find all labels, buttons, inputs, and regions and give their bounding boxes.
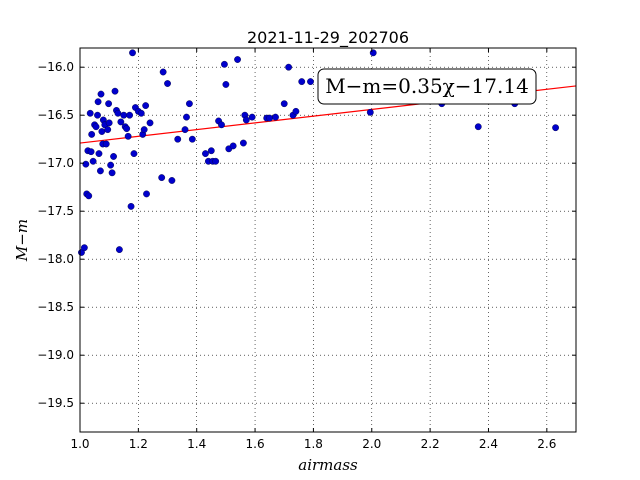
x-axis-label: airmass — [298, 456, 358, 474]
y-tick-label: −19.0 — [37, 348, 74, 362]
data-point — [292, 107, 300, 115]
data-point — [234, 56, 241, 63]
plot-frame — [79, 47, 577, 433]
data-point — [143, 190, 150, 198]
data-point — [85, 192, 93, 200]
data-point — [369, 49, 377, 57]
data-point — [142, 102, 150, 110]
x-tick-label: 1.2 — [129, 437, 148, 451]
data-point — [86, 109, 94, 117]
data-point — [111, 87, 119, 95]
data-point — [105, 119, 113, 127]
x-tick-label: 2.2 — [421, 437, 440, 451]
data-point — [117, 118, 125, 126]
y-axis-label: M−m — [13, 219, 31, 262]
data-point — [186, 100, 193, 108]
data-point — [120, 111, 128, 119]
data-point — [174, 135, 182, 143]
data-point — [140, 126, 148, 134]
data-point — [129, 49, 136, 57]
x-tick-label: 1.6 — [246, 437, 265, 451]
data-point — [552, 124, 559, 132]
data-point — [266, 114, 274, 122]
data-point — [146, 119, 154, 127]
x-tick-label: 2.4 — [479, 437, 498, 451]
data-point — [88, 130, 96, 138]
data-point — [221, 60, 228, 68]
y-tick-label: −18.0 — [37, 252, 74, 266]
data-point — [158, 174, 166, 182]
chart-title: 2021-11-29_202706 — [247, 28, 409, 48]
y-tick-label: −18.5 — [37, 300, 74, 314]
data-point — [94, 111, 101, 119]
data-point — [229, 142, 237, 150]
data-point — [183, 113, 190, 121]
data-point — [80, 244, 88, 252]
data-point — [188, 135, 196, 143]
data-point — [272, 113, 279, 121]
data-point — [124, 132, 132, 140]
data-point — [137, 109, 145, 117]
x-tick-label: 1.8 — [304, 437, 323, 451]
data-point — [222, 81, 230, 88]
data-point — [248, 113, 256, 121]
data-point — [110, 153, 117, 160]
x-tick-label: 2.0 — [362, 437, 381, 451]
y-tick-label: −17.0 — [37, 156, 74, 170]
fit-equation: M−m=0.35χ−17.14 — [325, 74, 529, 98]
data-point — [207, 147, 215, 155]
data-point — [164, 80, 171, 87]
x-tick-label: 1.0 — [70, 437, 89, 451]
data-point — [242, 116, 250, 124]
data-point — [95, 150, 103, 158]
data-point — [212, 157, 220, 165]
data-point — [239, 139, 247, 147]
x-tick-label: 1.4 — [187, 437, 206, 451]
data-point — [82, 160, 90, 168]
data-point — [92, 123, 100, 131]
data-point — [115, 246, 123, 254]
y-tick-label: −16.0 — [37, 60, 74, 74]
data-point — [97, 167, 104, 175]
data-point — [307, 78, 314, 86]
data-points — [78, 49, 559, 256]
y-tick-label: −19.5 — [37, 396, 74, 410]
data-point — [159, 68, 167, 76]
data-point — [168, 177, 176, 184]
data-point — [87, 148, 95, 156]
data-point — [218, 121, 225, 129]
data-point — [89, 157, 97, 165]
data-point — [102, 140, 110, 148]
data-point — [107, 161, 115, 169]
data-point — [108, 169, 116, 177]
axis-ticks: 1.0 1.2 1.4 1.6 1.8 2.0 2.2 2.4 2.6 −16.0 −16.5 −17… — [37, 48, 576, 451]
data-point — [126, 111, 134, 119]
data-point — [280, 100, 288, 108]
data-point — [123, 125, 131, 133]
data-point — [98, 128, 106, 135]
x-tick-label: 2.6 — [537, 437, 556, 451]
y-tick-label: −17.5 — [37, 204, 74, 218]
data-point — [285, 63, 293, 71]
data-point — [298, 78, 306, 86]
data-point — [114, 109, 122, 117]
data-point — [104, 126, 112, 134]
data-point — [202, 150, 209, 158]
data-point — [181, 126, 189, 134]
grid — [79, 48, 576, 432]
data-point — [97, 90, 105, 98]
data-point — [127, 202, 135, 210]
data-point — [366, 108, 374, 116]
data-point — [105, 100, 112, 108]
data-point — [130, 150, 138, 158]
data-point — [94, 98, 102, 106]
data-point — [474, 123, 482, 131]
fit-annotation: M−m=0.35χ−17.14 — [317, 68, 537, 105]
y-tick-label: −16.5 — [37, 108, 74, 122]
